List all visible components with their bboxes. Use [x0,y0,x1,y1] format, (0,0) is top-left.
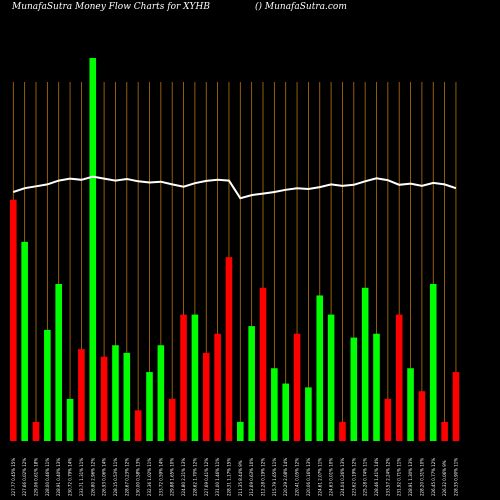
bar [157,345,165,441]
x-tick-label: 228.91 0.40% 13% [56,458,61,496]
x-tick-label: 226.80 2.96% 12% [90,458,95,496]
bar [123,352,131,441]
bar [237,421,244,441]
bar [441,421,448,441]
x-tick-label: 226.45 0.77% 12% [431,458,436,496]
x-tick-label: 220.29 2.08% 14% [283,458,288,496]
bar [66,398,74,441]
x-tick-label: 227.66 0.02% 12% [22,458,27,496]
bar [44,329,51,441]
bar [293,333,301,441]
x-tick-label: 230.72 0.79% 14% [68,458,73,496]
bar [407,368,414,441]
bar [271,368,278,441]
bar [10,199,17,441]
series-line [12,175,457,200]
x-tick-label: 226.32 0.06% 9% [442,460,447,496]
bar [134,410,142,441]
x-tick-label: 228.91 1.30% 13% [408,458,413,496]
bar [21,241,28,441]
x-tick-label: 224.63 0.01% 10% [329,458,334,496]
x-tick-label: 228.15 0.53% 11% [113,458,118,496]
bar [89,58,97,441]
bar [339,421,346,441]
x-tick-label: 224.80 2.21% 13% [181,458,186,496]
x-tick-label: 228.35 0.90% 11% [453,458,458,496]
bar [327,314,335,441]
bar [100,356,108,441]
x-tick-label: 233.71 1.31% 11% [79,458,84,496]
bar [452,372,460,441]
x-tick-label: 220.06 0.16% 13% [306,458,311,496]
x-tick-label: 224.04 0.26% 13% [340,458,345,496]
bar [361,287,369,441]
x-tick-label: 233.57 2.24% 12% [385,458,390,496]
x-tick-label: 227.77 0.45% 15% [11,458,16,496]
bar [214,333,221,441]
bar [248,326,255,441]
bar [180,314,187,441]
x-tick-label: 231.92 0.71% 11% [397,458,402,496]
bar [112,345,119,441]
x-tick-label: 212.28 0.19% 12% [261,458,266,496]
chart-title: MunafaSutra Money Flow Charts for XYHB [12,2,210,12]
bar [55,283,62,441]
x-tick-label: 226.93 0.06% 14% [102,458,107,496]
bar [418,391,426,441]
bar [191,314,199,441]
x-tick-label: 230.00 0.58% 13% [136,458,141,496]
x-tick-label: 228.62 1.70% 12% [192,458,197,496]
bar [32,421,40,441]
x-tick-label: 229.06 0.61% 18% [34,458,39,496]
bar [225,257,233,441]
x-tick-label: 228.20 0.31% 10% [419,458,424,496]
x-tick-label: 212.69 0.63% 10% [249,458,254,496]
bar [202,352,210,441]
x-tick-label: 228.46 1.41% 14% [374,458,379,496]
bar [168,398,176,441]
x-tick-label: 233.72 0.59% 14% [158,458,163,496]
x-tick-label: 224.61 2.07% 11% [317,458,322,496]
x-tick-label: 232.36 1.02% 11% [147,458,152,496]
bar [316,295,324,441]
x-tick-label: 228.00 0.46% 11% [45,458,50,496]
bar [429,283,437,441]
bar [395,314,403,441]
x-tick-label: 223.62 0.19% 12% [351,458,356,496]
x-tick-label: 211.35 8.44% 9% [238,460,243,496]
x-tick-label: 229.88 1.65% 10% [170,458,175,496]
x-tick-label: 228.67 0.23% 12% [124,458,129,496]
bar [373,333,380,441]
bar [282,383,289,441]
x-tick-label: 225.28 0.74% 11% [363,458,368,496]
bar [305,387,312,441]
x-tick-label: 220.41 0.05% 12% [295,458,300,496]
bar [146,372,153,441]
bar [350,337,358,441]
x-tick-label: 228.31 1.17% 15% [226,458,231,496]
bar [78,349,85,441]
site-credit: () MunafaSutra.com [255,2,347,12]
x-tick-label: 215.79 1.65% 11% [272,458,277,496]
bar [259,287,267,441]
x-tick-label: 231.00 1.46% 11% [215,458,220,496]
x-tick-label: 227.69 0.41% 12% [204,458,209,496]
bar [384,398,392,441]
